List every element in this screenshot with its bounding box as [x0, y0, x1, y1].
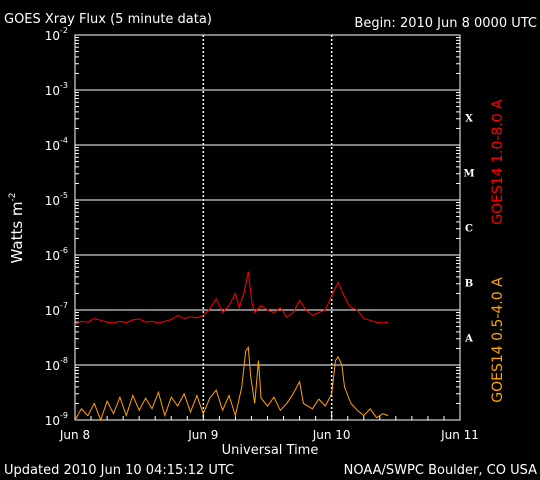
- y-axis-label: Watts m-2: [8, 192, 26, 263]
- flare-class-labels: X M C B A: [463, 114, 474, 345]
- x-tick-label: Jun 8: [59, 428, 90, 442]
- y-tick-base: 10: [45, 359, 60, 373]
- plot-frame: [74, 34, 461, 421]
- y-tick-labels: 10-210-310-410-510-610-710-810-9: [45, 26, 460, 428]
- y-tick-base: 10: [45, 139, 60, 153]
- y-tick-label: 10-3: [45, 81, 68, 98]
- flare-class-a: A: [464, 334, 473, 345]
- y-tick-exp: -9: [60, 411, 68, 420]
- y-tick-label: 10-6: [45, 246, 68, 263]
- y-tick-exp: -6: [60, 246, 68, 255]
- y-tick-label: 10-5: [45, 191, 68, 208]
- legend-series-long: GOES14 1.0-8.0 A: [490, 99, 506, 225]
- series-line-1: [74, 345, 389, 422]
- flare-class-x: X: [465, 114, 473, 125]
- credit-label: NOAA/SWPC Boulder, CO USA: [344, 463, 537, 478]
- y-tick-base: 10: [45, 29, 60, 43]
- begin-label: Begin: 2010 Jun 8 0000 UTC: [354, 16, 537, 31]
- y-axis-label-text: Watts m: [8, 201, 26, 263]
- x-tick-label: Jun 9: [187, 428, 218, 442]
- x-tick-labels: Jun 8 Jun 9 Jun 10 Jun 11: [59, 412, 479, 442]
- x-tick-label: Jun 11: [440, 428, 479, 442]
- grid-lines: [75, 35, 460, 420]
- x-axis-label: Universal Time: [222, 443, 319, 458]
- y-tick-base: 10: [45, 304, 60, 318]
- y-tick-label: 10-2: [45, 26, 68, 43]
- y-tick-label: 10-7: [45, 301, 68, 318]
- y-tick-exp: -4: [60, 136, 68, 145]
- y-axis-label-sup: -2: [8, 192, 18, 201]
- y-tick-label: 10-8: [45, 356, 68, 373]
- y-tick-base: 10: [45, 84, 60, 98]
- legend-series-short: GOES14 0.5-4.0 A: [490, 277, 506, 403]
- series-group: [74, 271, 389, 422]
- y-tick-label: 10-4: [45, 136, 68, 153]
- y-tick-exp: -3: [60, 81, 68, 90]
- y-tick-exp: -2: [60, 26, 68, 35]
- y-tick-base: 10: [45, 194, 60, 208]
- x-tick-label: Jun 10: [312, 428, 351, 442]
- y-tick-exp: -8: [60, 356, 68, 365]
- chart-title: GOES Xray Flux (5 minute data): [4, 12, 212, 27]
- y-tick-label: 10-9: [45, 411, 68, 428]
- flare-class-c: C: [465, 224, 473, 235]
- flare-class-b: B: [465, 279, 473, 290]
- y-tick-base: 10: [45, 414, 60, 428]
- y-tick-base: 10: [45, 249, 60, 263]
- updated-label: Updated 2010 Jun 10 04:15:12 UTC: [4, 463, 234, 478]
- y-tick-exp: -7: [60, 301, 68, 310]
- flare-class-m: M: [463, 169, 474, 180]
- series-line-0: [74, 271, 389, 325]
- y-tick-exp: -5: [60, 191, 68, 200]
